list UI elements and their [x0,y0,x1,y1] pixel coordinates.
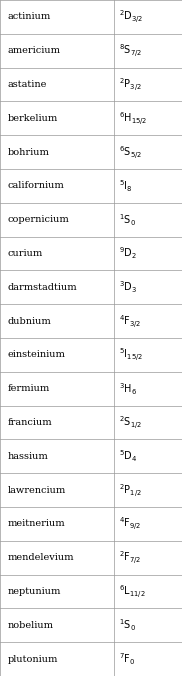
Text: $^{4}\mathrm{F}_{9/2}$: $^{4}\mathrm{F}_{9/2}$ [119,516,142,533]
Text: berkelium: berkelium [7,114,58,123]
Text: $^{2}\mathrm{F}_{7/2}$: $^{2}\mathrm{F}_{7/2}$ [119,549,142,566]
Text: meitnerium: meitnerium [7,519,65,529]
Text: $^{2}\mathrm{S}_{1/2}$: $^{2}\mathrm{S}_{1/2}$ [119,414,142,431]
Text: neptunium: neptunium [7,587,61,596]
Text: $^{4}\mathrm{F}_{3/2}$: $^{4}\mathrm{F}_{3/2}$ [119,313,142,330]
Text: $^{6}\mathrm{L}_{11/2}$: $^{6}\mathrm{L}_{11/2}$ [119,583,146,600]
Text: californium: californium [7,181,64,191]
Text: $^{8}\mathrm{S}_{7/2}$: $^{8}\mathrm{S}_{7/2}$ [119,42,142,59]
Text: einsteinium: einsteinium [7,350,65,360]
Text: actinium: actinium [7,12,51,22]
Text: $^{9}\mathrm{D}_{2}$: $^{9}\mathrm{D}_{2}$ [119,245,137,262]
Text: dubnium: dubnium [7,316,51,326]
Text: mendelevium: mendelevium [7,553,74,562]
Text: $^{1}\mathrm{S}_{0}$: $^{1}\mathrm{S}_{0}$ [119,617,136,633]
Text: hassium: hassium [7,452,48,461]
Text: $^{1}\mathrm{S}_{0}$: $^{1}\mathrm{S}_{0}$ [119,212,136,228]
Text: francium: francium [7,418,52,427]
Text: $^{2}\mathrm{P}_{1/2}$: $^{2}\mathrm{P}_{1/2}$ [119,482,142,499]
Text: $^{3}\mathrm{H}_{6}$: $^{3}\mathrm{H}_{6}$ [119,381,137,397]
Text: $^{2}\mathrm{D}_{3/2}$: $^{2}\mathrm{D}_{3/2}$ [119,8,143,26]
Text: nobelium: nobelium [7,621,53,630]
Text: $^{6}\mathrm{H}_{15/2}$: $^{6}\mathrm{H}_{15/2}$ [119,110,148,127]
Text: $^{5}\mathrm{D}_{4}$: $^{5}\mathrm{D}_{4}$ [119,448,138,464]
Text: $^{7}\mathrm{F}_{0}$: $^{7}\mathrm{F}_{0}$ [119,651,136,667]
Text: $^{2}\mathrm{P}_{3/2}$: $^{2}\mathrm{P}_{3/2}$ [119,76,142,93]
Text: copernicium: copernicium [7,215,69,224]
Text: curium: curium [7,249,43,258]
Text: $^{5}\mathrm{I}_{8}$: $^{5}\mathrm{I}_{8}$ [119,178,133,194]
Text: plutonium: plutonium [7,654,58,664]
Text: astatine: astatine [7,80,47,89]
Text: $^{3}\mathrm{D}_{3}$: $^{3}\mathrm{D}_{3}$ [119,279,137,295]
Text: bohrium: bohrium [7,147,49,157]
Text: darmstadtium: darmstadtium [7,283,77,292]
Text: $^{6}\mathrm{S}_{5/2}$: $^{6}\mathrm{S}_{5/2}$ [119,144,142,161]
Text: americium: americium [7,46,60,55]
Text: $^{5}\mathrm{I}_{15/2}$: $^{5}\mathrm{I}_{15/2}$ [119,347,143,364]
Text: fermium: fermium [7,384,50,393]
Text: lawrencium: lawrencium [7,485,66,495]
